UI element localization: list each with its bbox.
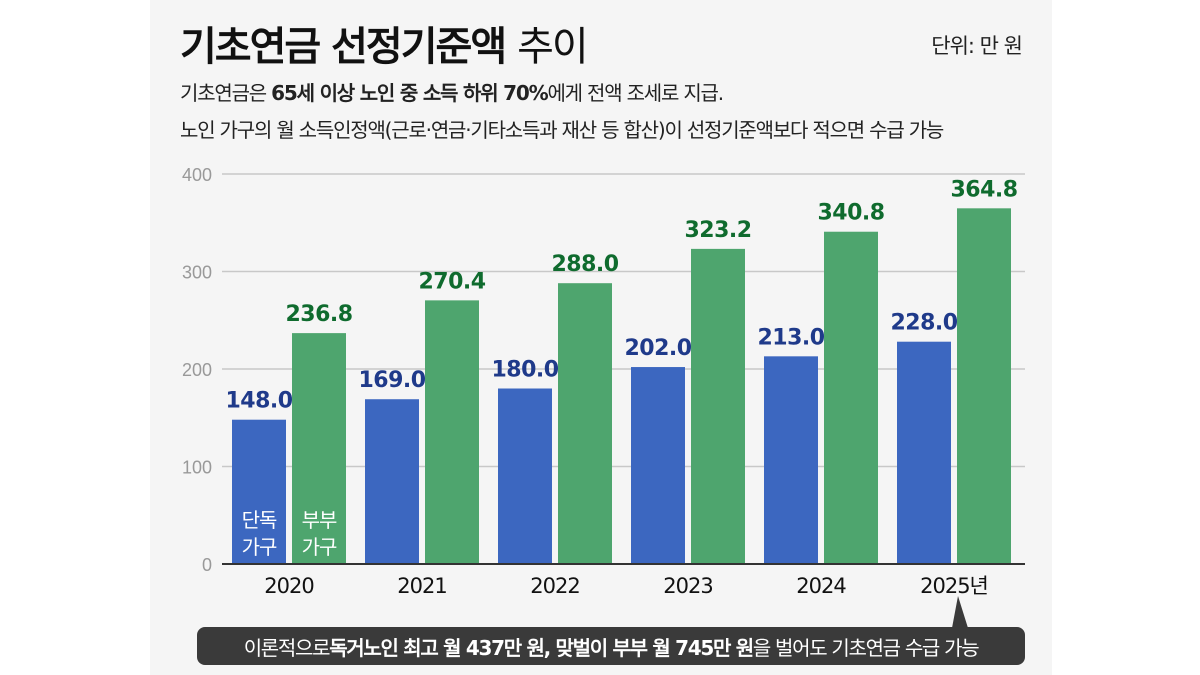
x-tick-label: 2022 bbox=[530, 574, 579, 598]
series-inline-label: 부부 bbox=[302, 508, 337, 532]
data-label: 148.0 bbox=[225, 389, 292, 414]
data-label: 228.0 bbox=[890, 311, 957, 336]
bar-couple bbox=[425, 300, 479, 564]
series-inline-label: 단독 bbox=[242, 508, 277, 532]
callout-pointer bbox=[952, 596, 968, 628]
subtitle-line-1: 기초연금은 65세 이상 노인 중 소득 하위 70%에게 전액 조세로 지급. bbox=[180, 81, 724, 105]
bar-single bbox=[498, 388, 552, 564]
x-tick-label: 2024 bbox=[796, 574, 846, 598]
y-tick-label: 0 bbox=[202, 555, 212, 575]
data-label: 270.4 bbox=[418, 269, 485, 294]
page-title: 기초연금 선정기준액 추이 bbox=[180, 24, 589, 70]
x-tick-label: 2021 bbox=[397, 574, 446, 598]
bar-single bbox=[631, 367, 685, 564]
series-inline-label: 가구 bbox=[302, 535, 337, 559]
data-label: 213.0 bbox=[757, 325, 824, 350]
series-inline-label: 가구 bbox=[242, 535, 277, 559]
bar-couple bbox=[691, 248, 745, 564]
bar-couple bbox=[957, 208, 1011, 564]
y-tick-label: 300 bbox=[182, 263, 212, 283]
data-label: 364.8 bbox=[950, 177, 1017, 202]
y-tick-label: 400 bbox=[182, 165, 212, 185]
data-label: 180.0 bbox=[491, 358, 558, 383]
unit-label: 단위: 만 원 bbox=[931, 34, 1023, 58]
data-label: 340.8 bbox=[817, 201, 884, 226]
bar-couple bbox=[558, 283, 612, 564]
bar-single bbox=[897, 341, 951, 564]
bar-single bbox=[764, 356, 818, 564]
bar-single bbox=[365, 399, 419, 564]
bar-single bbox=[232, 419, 286, 564]
x-tick-label: 2023 bbox=[663, 574, 712, 598]
bar-couple bbox=[824, 231, 878, 564]
x-tick-label: 2025년 bbox=[920, 574, 988, 598]
data-label: 323.2 bbox=[684, 218, 751, 243]
data-label: 202.0 bbox=[624, 336, 691, 361]
x-tick-label: 2020 bbox=[264, 574, 313, 598]
data-label: 288.0 bbox=[551, 252, 618, 277]
y-tick-label: 200 bbox=[182, 360, 212, 380]
subtitle-line-2: 노인 가구의 월 소득인정액(근로·연금·기타소득과 재산 등 합산)이 선정기… bbox=[180, 118, 944, 142]
bar-couple bbox=[292, 333, 346, 564]
y-tick-label: 100 bbox=[182, 458, 212, 478]
data-label: 169.0 bbox=[358, 368, 425, 393]
data-label: 236.8 bbox=[285, 302, 352, 327]
